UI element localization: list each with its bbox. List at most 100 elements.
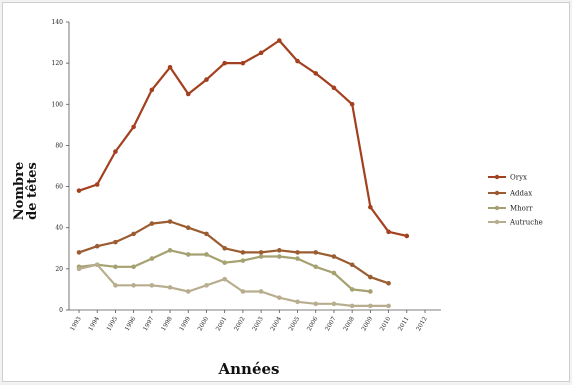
data-point-oryx: [295, 58, 300, 64]
series-line-oryx: [78, 39, 408, 237]
data-point-oryx: [167, 64, 173, 70]
data-point-addax: [258, 250, 264, 255]
data-point-autruche: [113, 283, 118, 288]
data-point-oryx: [94, 182, 100, 187]
legend-label-mhorr: Mhorr: [510, 205, 533, 213]
data-point-addax: [240, 250, 246, 255]
data-point-oryx: [368, 204, 373, 210]
data-point-autruche: [149, 283, 155, 288]
x-tick-label: 2002: [233, 315, 247, 332]
data-point-autruche: [386, 303, 391, 309]
data-point-addax: [76, 250, 82, 255]
data-point-autruche: [295, 299, 300, 305]
x-tick-label: 2007: [324, 315, 338, 332]
data-point-autruche: [331, 301, 337, 307]
x-tick-label: 1998: [160, 315, 174, 332]
data-point-autruche: [131, 283, 136, 288]
data-point-mhorr: [167, 248, 173, 253]
data-point-autruche: [76, 266, 82, 272]
data-point-addax: [313, 250, 319, 255]
legend: Oryx Addax Mhorr Autruche: [488, 174, 543, 227]
legend-item-mhorr: Mhorr: [488, 205, 533, 213]
data-point-autruche: [204, 283, 209, 288]
data-point-mhorr: [113, 264, 118, 270]
x-tick-label: 2008: [342, 315, 356, 332]
data-point-mhorr: [240, 258, 246, 263]
legend-label-autruche: Autruche: [509, 219, 543, 227]
x-tick-label: 2010: [379, 315, 393, 332]
data-point-mhorr: [368, 289, 373, 294]
x-tick-label: 2009: [360, 315, 374, 332]
data-point-addax: [331, 254, 337, 259]
series-line-addax: [78, 220, 389, 285]
series-addax: [76, 219, 391, 286]
x-tick-label: 2012: [415, 315, 429, 332]
x-tick-label: 1996: [124, 315, 138, 332]
x-tick-label: 1997: [142, 315, 156, 332]
x-tick-label: 2011: [397, 316, 411, 333]
data-point-mhorr: [258, 254, 264, 259]
data-point-addax: [131, 231, 136, 237]
x-tick-label: 1994: [87, 315, 101, 332]
x-tick-label: 1999: [178, 315, 192, 332]
data-point-addax: [295, 250, 300, 255]
legend-item-autruche: Autruche: [488, 219, 543, 227]
y-tick-label: 60: [55, 184, 63, 191]
y-tick-label: 80: [55, 142, 63, 149]
data-point-oryx: [131, 124, 136, 130]
legend-label-addax: Addax: [509, 190, 532, 198]
x-tick-label: 1995: [105, 315, 119, 332]
data-point-oryx: [222, 60, 227, 66]
data-point-autruche: [185, 289, 191, 294]
y-tick-label: 40: [55, 225, 63, 232]
data-point-oryx: [277, 38, 282, 43]
y-tick-label: 0: [59, 307, 63, 314]
data-point-addax: [277, 248, 282, 253]
data-point-addax: [222, 245, 227, 251]
y-axis-title-line1: Nombre: [12, 162, 27, 221]
data-point-addax: [204, 231, 209, 237]
data-point-mhorr: [204, 252, 209, 257]
data-point-oryx: [240, 60, 246, 66]
data-point-oryx: [185, 91, 191, 97]
data-point-autruche: [277, 295, 282, 300]
data-point-mhorr: [331, 270, 337, 276]
data-point-addax: [113, 239, 118, 245]
legend-marker-addax: [494, 190, 500, 196]
series-mhorr: [76, 248, 373, 294]
data-point-mhorr: [131, 264, 136, 270]
data-point-autruche: [313, 301, 319, 307]
data-point-mhorr: [149, 256, 155, 261]
data-point-addax: [94, 243, 100, 249]
y-tick-label: 140: [52, 19, 64, 26]
data-point-oryx: [404, 233, 410, 239]
data-point-oryx: [204, 77, 209, 82]
data-point-mhorr: [222, 260, 227, 265]
y-tick-label: 20: [55, 266, 63, 273]
series-oryx: [76, 38, 410, 239]
data-point-addax: [386, 280, 391, 286]
series-autruche: [76, 262, 391, 309]
x-axis-title: Années: [218, 360, 280, 378]
x-tick-label: 1993: [69, 315, 83, 332]
data-point-autruche: [258, 289, 264, 294]
data-point-autruche: [349, 303, 355, 309]
data-point-oryx: [331, 85, 337, 91]
series-line-autruche: [78, 263, 389, 307]
data-point-oryx: [349, 101, 355, 107]
data-point-mhorr: [295, 256, 300, 261]
legend-item-oryx: Oryx: [488, 174, 527, 182]
data-point-addax: [185, 225, 191, 231]
x-tick-label: 2006: [306, 315, 320, 332]
data-point-addax: [149, 221, 155, 226]
legend-label-oryx: Oryx: [510, 174, 527, 182]
x-tick-label: 2004: [269, 315, 283, 332]
data-point-oryx: [113, 149, 118, 154]
data-point-oryx: [386, 229, 391, 235]
data-point-oryx: [313, 71, 319, 76]
data-point-autruche: [222, 276, 227, 282]
data-point-autruche: [94, 262, 100, 268]
data-point-mhorr: [277, 254, 282, 259]
data-point-autruche: [368, 303, 373, 309]
